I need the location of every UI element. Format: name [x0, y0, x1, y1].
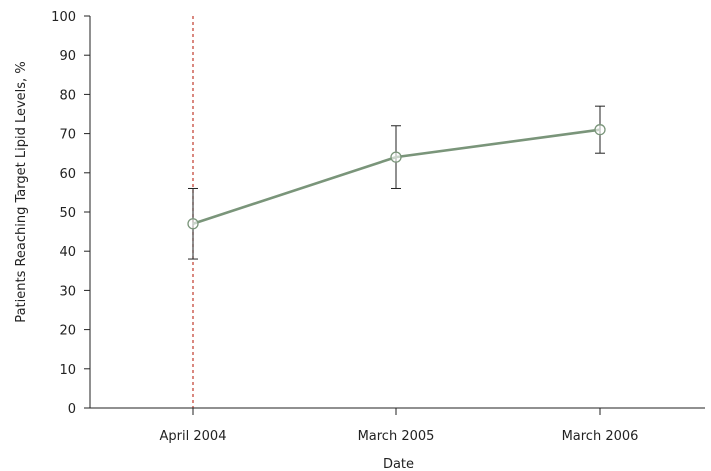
x-axis-title: Date: [383, 457, 414, 471]
y-tick-label: 80: [59, 88, 76, 103]
x-tick-label: March 2005: [358, 429, 435, 444]
y-tick-label: 20: [59, 324, 76, 339]
y-tick-label: 60: [59, 167, 76, 182]
y-tick-label: 40: [59, 245, 76, 260]
y-tick-label: 10: [59, 363, 76, 378]
data-point: [187, 218, 199, 230]
y-tick-label: 0: [68, 402, 76, 417]
x-tick-label: March 2006: [562, 429, 639, 444]
y-tick-label: 90: [59, 49, 76, 64]
y-axis-title: Patients Reaching Target Lipid Levels, %: [14, 61, 29, 322]
y-tick-label: 100: [51, 10, 76, 25]
data-points: [187, 124, 606, 230]
x-axis-ticks: April 2004 March 2005 March 2006: [160, 408, 639, 444]
y-tick-label: 50: [59, 206, 76, 221]
y-tick-label: 70: [59, 128, 76, 143]
y-tick-label: 30: [59, 284, 76, 299]
data-point: [390, 151, 402, 163]
error-bars: [188, 105, 605, 260]
data-point: [594, 124, 606, 136]
y-axis-ticks: 0 10 20 30 40 50 60 70 80 90 100: [51, 10, 90, 417]
x-tick-label: April 2004: [160, 429, 227, 444]
